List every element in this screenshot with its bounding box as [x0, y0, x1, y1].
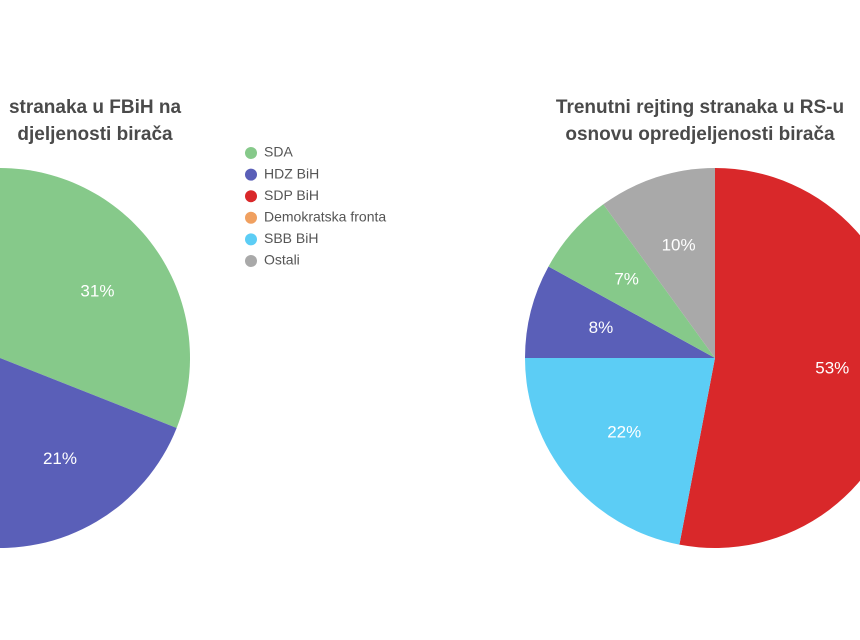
- chart-title: Trenutni rejting stranaka u RS-u: [556, 97, 844, 118]
- value-label: 21%: [43, 449, 77, 468]
- legend-label: SBB BiH: [264, 230, 318, 246]
- legend-marker: [245, 233, 257, 246]
- legend-marker: [245, 168, 257, 181]
- chart-title: djeljenosti birača: [17, 124, 173, 145]
- value-label: 7%: [614, 270, 639, 289]
- legend-label: HDZ BiH: [264, 165, 319, 181]
- pie-slice: [0, 168, 191, 428]
- value-label: 8%: [589, 318, 614, 337]
- pie-slice: [525, 358, 715, 545]
- legend-label: Demokratska fronta: [264, 209, 386, 225]
- pie-slice: [679, 168, 860, 548]
- value-label: 10%: [662, 235, 696, 254]
- pie-slice: [0, 358, 177, 548]
- value-label: 53%: [815, 359, 849, 378]
- value-label: 31%: [80, 281, 114, 300]
- pie-slice: [525, 266, 715, 358]
- chart-title: osnovu opredjeljenosti birača: [565, 124, 835, 145]
- chart-title: stranaka u FBiH na: [9, 97, 182, 118]
- legend-label: SDP BiH: [264, 187, 319, 203]
- legend-marker: [245, 211, 257, 224]
- legend-marker: [245, 255, 257, 267]
- value-label: 22%: [607, 423, 641, 442]
- legend-marker: [245, 147, 257, 159]
- pie-slice: [548, 204, 715, 358]
- charts: stranaka u FBiH na djeljenosti birača 31% 2…: [0, 97, 860, 548]
- legend-label: Ostali: [264, 252, 300, 268]
- pie-slice: [603, 168, 715, 358]
- legend-marker: [245, 190, 257, 203]
- legend-label: SDA: [264, 144, 293, 160]
